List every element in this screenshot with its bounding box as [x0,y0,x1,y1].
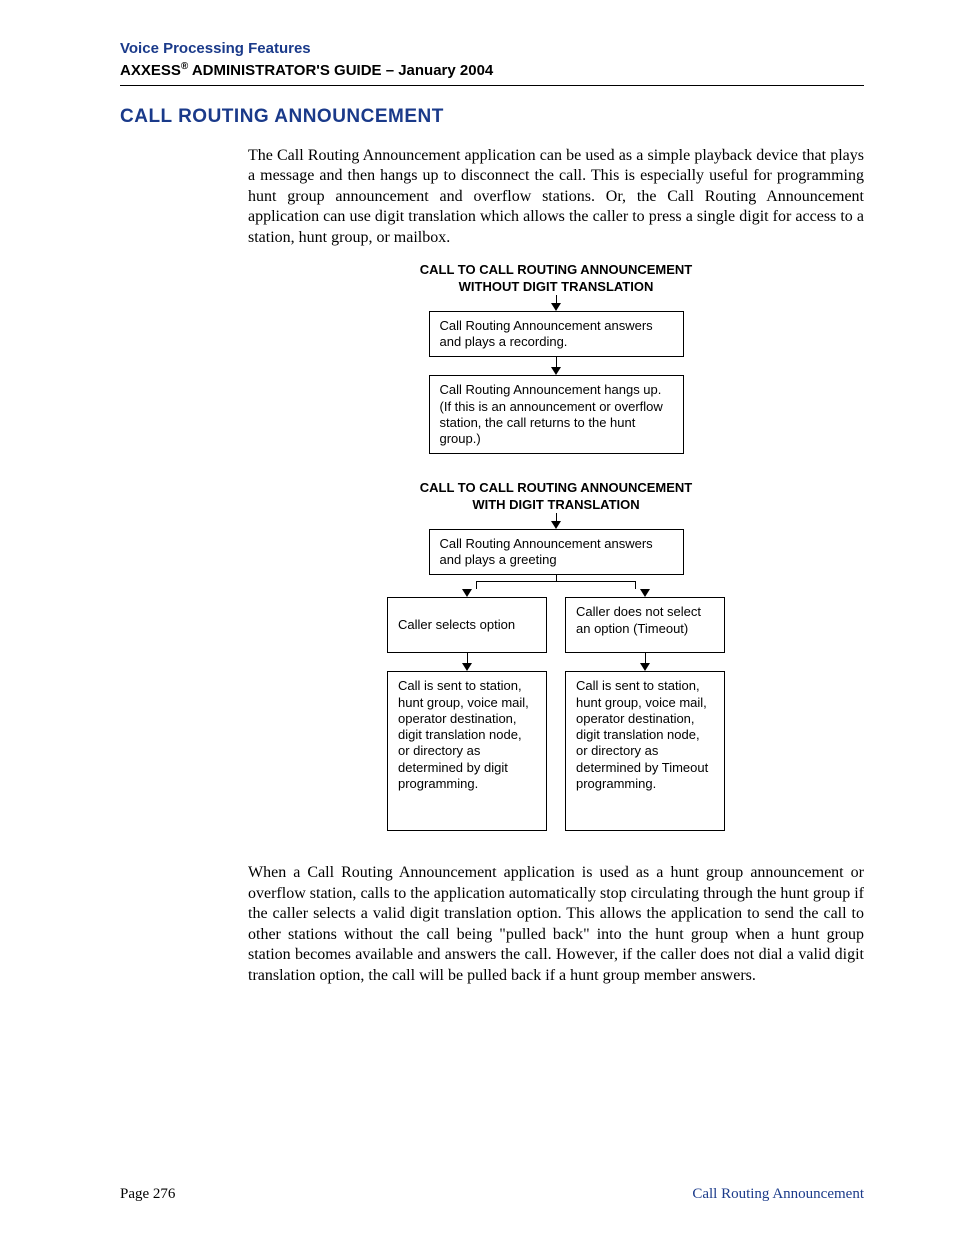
flow1-title: CALL TO CALL ROUTING ANNOUNCEMENT WITHOU… [420,262,693,295]
flow-split-connector [441,575,671,589]
arrow-down-icon [640,589,650,597]
flow-connector [467,653,468,663]
section-heading: Call Routing Announcement [120,106,864,128]
flow2-right-branch: Caller does not select an option (Timeou… [565,589,725,831]
flow2-node-right-result: Call is sent to station, hunt group, voi… [565,671,725,831]
flow-connector [556,513,557,521]
header-divider [120,85,864,86]
flow2-node-select: Caller selects option [387,597,547,653]
flowchart-with-digit: CALL TO CALL ROUTING ANNOUNCEMENT WITH D… [248,480,864,831]
flow2-title: CALL TO CALL ROUTING ANNOUNCEMENT WITH D… [420,480,693,513]
intro-paragraph: The Call Routing Announcement applicatio… [248,146,864,248]
flow-connector [556,357,557,367]
brand-name: AXXESS [120,62,181,79]
page-footer: Page 276 Call Routing Announcement [120,1186,864,1203]
flow2-title-line2: WITH DIGIT TRANSLATION [472,497,639,512]
flow1-title-line1: CALL TO CALL ROUTING ANNOUNCEMENT [420,262,693,277]
flow2-node-answers: Call Routing Announcement answers and pl… [429,529,684,576]
flowchart-without-digit: CALL TO CALL ROUTING ANNOUNCEMENT WITHOU… [248,262,864,454]
arrow-down-icon [551,521,561,529]
arrow-down-icon [551,367,561,375]
guide-rest: ADMINISTRATOR'S GUIDE – January 2004 [188,62,493,79]
flow2-node-timeout: Caller does not select an option (Timeou… [565,597,725,653]
arrow-down-icon [551,303,561,311]
flow2-option-row: Caller selects option Call is sent to st… [248,589,864,831]
flow-connector [556,295,557,303]
closing-paragraph: When a Call Routing Announcement applica… [248,863,864,986]
footer-section-name: Call Routing Announcement [692,1186,864,1203]
flow1-title-line2: WITHOUT DIGIT TRANSLATION [459,279,654,294]
arrow-down-icon [640,663,650,671]
flow2-left-branch: Caller selects option Call is sent to st… [387,589,547,831]
arrow-down-icon [462,663,472,671]
flow1-node-answers: Call Routing Announcement answers and pl… [429,311,684,358]
header-section-title: Voice Processing Features [120,40,864,57]
flow2-node-left-result: Call is sent to station, hunt group, voi… [387,671,547,831]
flow1-node-hangup: Call Routing Announcement hangs up. (If … [429,375,684,454]
arrow-down-icon [462,589,472,597]
page-number: Page 276 [120,1186,175,1203]
page: Voice Processing Features AXXESS® ADMINI… [0,0,954,1235]
flow2-title-line1: CALL TO CALL ROUTING ANNOUNCEMENT [420,480,693,495]
flow-connector [645,653,646,663]
header-guide-title: AXXESS® ADMINISTRATOR'S GUIDE – January … [120,61,864,79]
